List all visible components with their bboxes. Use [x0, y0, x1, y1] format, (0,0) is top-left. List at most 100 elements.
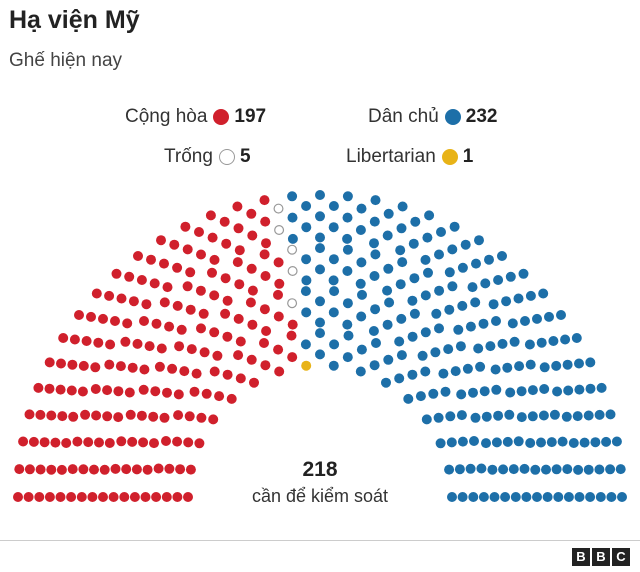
seat-democrat	[343, 330, 354, 341]
seat-democrat	[516, 412, 527, 423]
seat-republican	[194, 227, 204, 237]
seat-democrat	[369, 238, 379, 249]
chart-subtitle: Ghế hiện nay	[9, 50, 123, 71]
seat-democrat	[541, 464, 551, 475]
seat-democrat	[552, 386, 563, 397]
seat-republican	[151, 318, 162, 329]
seat-republican	[209, 254, 220, 265]
seat-republican	[167, 363, 178, 374]
seat-democrat	[572, 411, 583, 422]
seat-republican	[69, 334, 80, 345]
seat-democrat	[444, 464, 455, 475]
seat-republican	[209, 366, 220, 377]
seat-republican	[261, 326, 272, 336]
seat-republican	[207, 232, 218, 243]
seat-republican	[86, 311, 96, 322]
seat-republican	[172, 300, 183, 311]
seat-democrat	[476, 463, 487, 474]
seat-republican	[235, 336, 246, 347]
seat-republican	[94, 437, 104, 448]
logo-letter: B	[572, 548, 590, 566]
seat-republican	[161, 436, 171, 446]
seat-republican	[124, 387, 135, 398]
seat-democrat	[384, 297, 395, 308]
seat-democrat	[536, 337, 547, 348]
seat-democrat	[532, 492, 542, 502]
seat-republican	[164, 321, 175, 332]
seat-democrat	[527, 411, 538, 422]
seat-democrat	[457, 492, 468, 502]
seat-democrat	[434, 323, 444, 334]
seat-democrat	[301, 307, 312, 318]
legend-item-democrat: Dân chủ 232	[368, 104, 497, 130]
seat-republican	[121, 464, 132, 475]
seat-republican	[138, 437, 149, 448]
seat-democrat	[409, 308, 420, 319]
seat-republican	[44, 383, 55, 394]
seat-vacant	[274, 225, 285, 236]
seat-republican	[108, 492, 119, 502]
seat-democrat	[436, 227, 446, 237]
seat-democrat	[447, 244, 458, 255]
seat-democrat	[473, 343, 484, 354]
seat-democrat	[444, 267, 455, 278]
seat-democrat	[315, 328, 325, 339]
seat-democrat	[315, 211, 325, 222]
seat-democrat	[449, 221, 460, 232]
seat-republican	[78, 360, 89, 371]
seat-republican	[91, 288, 102, 299]
seat-democrat	[394, 336, 405, 347]
seat-republican	[259, 304, 270, 315]
seat-democrat	[287, 191, 298, 202]
seat-democrat	[594, 464, 605, 475]
seat-republican	[24, 409, 35, 420]
seat-democrat	[525, 359, 536, 370]
seat-democrat	[328, 222, 339, 233]
seat-republican	[116, 436, 127, 447]
seat-democrat	[383, 208, 394, 219]
seat-republican	[261, 238, 271, 249]
seat-republican	[115, 361, 126, 372]
seat-republican	[185, 464, 196, 475]
seat-democrat	[601, 436, 612, 447]
seat-republican	[132, 338, 143, 349]
seat-democrat	[444, 304, 455, 315]
seat-republican	[14, 464, 25, 475]
seat-democrat	[355, 225, 366, 235]
seat-democrat	[342, 212, 353, 223]
seat-democrat	[328, 201, 339, 211]
seat-democrat	[381, 377, 391, 388]
seat-democrat	[542, 492, 553, 502]
seat-republican	[273, 257, 284, 268]
seat-democrat	[357, 289, 367, 300]
seat-republican	[34, 492, 45, 502]
seat-democrat	[342, 319, 353, 330]
seat-democrat	[539, 384, 550, 394]
seat-democrat	[342, 191, 353, 202]
seat-republican	[58, 333, 69, 343]
seat-democrat	[538, 410, 549, 421]
seat-republican	[196, 323, 206, 334]
seat-democrat	[430, 347, 441, 358]
seat-republican	[233, 223, 244, 234]
seat-republican	[233, 350, 244, 361]
legend-count: 232	[465, 106, 498, 127]
seat-republican	[208, 414, 219, 425]
seat-republican	[162, 282, 173, 293]
seat-republican	[194, 438, 205, 449]
seat-democrat	[453, 324, 464, 335]
seat-democrat	[395, 245, 406, 256]
seat-republican	[104, 438, 115, 448]
seat-republican	[67, 359, 78, 370]
seat-democrat	[433, 412, 444, 423]
seat-democrat	[471, 258, 481, 269]
seat-democrat	[407, 295, 418, 306]
seat-democrat	[510, 492, 521, 502]
seat-republican	[186, 344, 197, 355]
seat-democrat	[415, 391, 426, 402]
seat-republican	[221, 238, 232, 249]
seat-republican	[149, 278, 160, 289]
seat-democrat	[315, 264, 325, 275]
seat-democrat	[590, 437, 601, 448]
seat-republican	[50, 437, 61, 448]
